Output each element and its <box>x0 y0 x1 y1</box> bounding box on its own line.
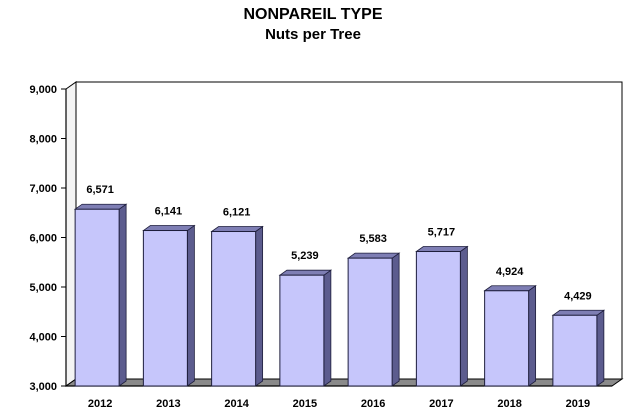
x-tick-label: 2018 <box>497 398 521 410</box>
y-tick-label: 8,000 <box>29 134 57 146</box>
x-tick-label: 2014 <box>224 398 249 410</box>
x-tick-label: 2019 <box>566 398 590 410</box>
bar-top <box>278 269 333 276</box>
bar-top <box>415 246 469 252</box>
data-label: 5,583 <box>359 233 387 245</box>
bar <box>484 290 530 387</box>
y-tick-label: 7,000 <box>29 183 57 195</box>
x-tick-label: 2015 <box>293 398 317 410</box>
bar-side <box>459 245 468 387</box>
data-label: 6,141 <box>155 206 183 218</box>
y-tick-label: 9,000 <box>29 84 57 96</box>
x-tick-label: 2017 <box>429 398 453 410</box>
data-label: 5,239 <box>291 250 319 262</box>
bar-side <box>323 269 332 387</box>
data-label: 4,429 <box>564 290 592 302</box>
bar-top <box>210 226 264 232</box>
bar-side <box>118 203 127 387</box>
bar <box>347 257 393 387</box>
plot-side-wall <box>65 81 77 387</box>
y-tick-label: 6,000 <box>29 233 57 245</box>
bar-top <box>483 285 537 292</box>
y-tick-label: 3,000 <box>29 381 57 393</box>
x-tick-label: 2016 <box>361 398 385 410</box>
bar <box>279 274 325 387</box>
bar-side <box>255 225 264 387</box>
bar <box>74 208 120 387</box>
chart-title: NONPAREIL TYPE <box>243 6 383 23</box>
x-tick-label: 2012 <box>88 398 112 410</box>
bar <box>415 251 461 387</box>
x-tick-label: 2013 <box>156 398 180 410</box>
bar-side <box>528 284 537 387</box>
data-label: 6,121 <box>223 207 251 219</box>
bar-top <box>142 225 196 231</box>
bar <box>142 230 188 387</box>
data-label: 5,717 <box>428 227 456 239</box>
bar <box>211 231 257 387</box>
y-tick-label: 4,000 <box>29 332 57 344</box>
bar-top <box>73 203 128 210</box>
bar-side <box>391 252 400 387</box>
bar-top <box>346 252 401 259</box>
data-label: 4,924 <box>496 266 524 278</box>
chart-subtitle: Nuts per Tree <box>265 26 361 43</box>
bar <box>552 314 598 387</box>
bar-top <box>551 309 606 316</box>
bar-side <box>596 309 605 387</box>
y-tick-label: 5,000 <box>29 282 57 294</box>
data-label: 6,571 <box>86 184 114 196</box>
bar-side <box>186 224 195 387</box>
